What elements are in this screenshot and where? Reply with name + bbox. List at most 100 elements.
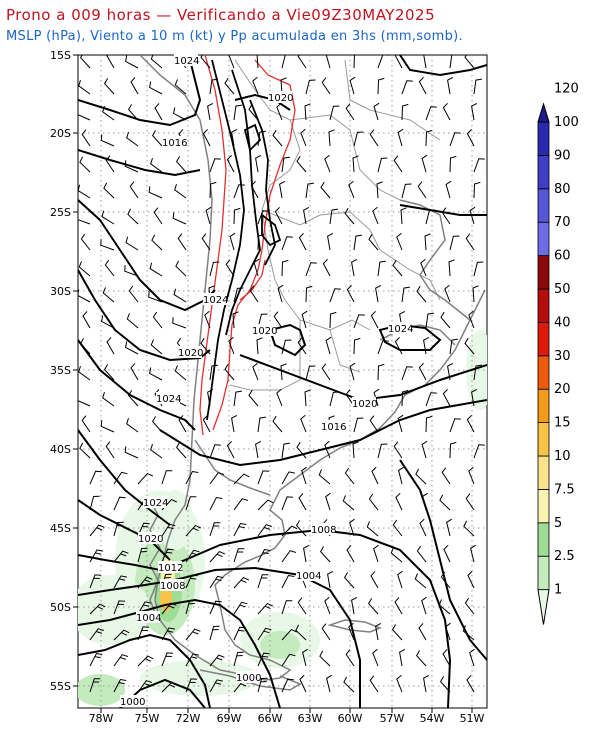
- wind-barb: [421, 154, 428, 173]
- wind-barb: [151, 416, 163, 433]
- wind-barb: [151, 130, 163, 147]
- longitude-labels: 78W 75W 72W 69W 66W 63W 60W 57W 54W 51W: [89, 712, 485, 725]
- wind-barb: [305, 262, 317, 277]
- lat-label: 35S: [50, 364, 71, 377]
- wind-barb: [371, 466, 379, 485]
- colorbar-label: 40: [554, 315, 571, 330]
- wind-barb: [103, 364, 115, 381]
- wind-barb: [185, 599, 196, 615]
- colorbar-label: 50: [554, 282, 571, 297]
- wind-barb: [137, 680, 153, 693]
- colorbar-segment: [537, 522, 550, 557]
- wind-barb: [377, 443, 388, 459]
- wind-barb: [229, 232, 236, 251]
- wind-barb: [301, 310, 308, 329]
- wind-barb: [78, 79, 91, 95]
- wind-barb: [113, 521, 124, 537]
- wind-barb: [79, 55, 91, 69]
- wind-barb: [299, 674, 307, 693]
- wind-barb: [398, 466, 404, 485]
- wind-barb: [101, 210, 115, 225]
- wind-barb: [377, 260, 386, 277]
- wind-barb: [185, 496, 197, 511]
- wind-barb: [209, 600, 222, 615]
- wind-barb: [349, 362, 356, 381]
- wind-barb: [200, 55, 211, 69]
- wind-barb: [346, 284, 355, 303]
- wind-barb: [209, 364, 218, 381]
- wind-barb: [377, 55, 389, 69]
- colorbar-segment: [537, 221, 550, 256]
- isobar-label: 1016: [321, 422, 346, 433]
- wind-barb: [329, 288, 341, 303]
- wind-barb: [130, 363, 139, 381]
- isobar-label: 1024: [203, 295, 228, 306]
- wind-barb: [124, 446, 139, 459]
- wind-barb: [300, 414, 307, 433]
- wind-barb: [366, 521, 379, 537]
- wind-barb: [257, 210, 269, 225]
- wind-barb: [78, 261, 91, 277]
- wind-barb: [345, 649, 355, 667]
- wind-barb: [370, 571, 379, 589]
- wind-barb: [161, 548, 174, 563]
- wind-barb: [185, 549, 200, 563]
- wind-barb: [248, 389, 259, 407]
- wind-barb: [353, 337, 361, 355]
- wind-barb: [304, 389, 311, 407]
- wind-barb: [150, 157, 163, 173]
- wind-barb: [373, 544, 379, 563]
- wind-barb: [468, 310, 475, 329]
- isobar-label: 1020: [252, 326, 277, 337]
- wind-barb: [257, 627, 272, 641]
- wind-barb: [352, 155, 359, 173]
- lon-label: 60W: [338, 712, 363, 725]
- wind-barb: [152, 311, 163, 329]
- isobar-label: 1004: [136, 613, 161, 624]
- wind-barb: [175, 442, 187, 459]
- wind-barb: [416, 545, 427, 563]
- wind-barb: [226, 440, 235, 459]
- wind-barb: [448, 259, 455, 277]
- wind-barb: [319, 650, 331, 667]
- wind-barb: [301, 466, 307, 485]
- wind-barb: [345, 389, 355, 407]
- wind-barb: [472, 285, 479, 303]
- wind-barb: [233, 390, 242, 407]
- wind-barb: [78, 219, 91, 225]
- wind-barb: [449, 418, 461, 433]
- wind-barb: [202, 414, 211, 433]
- wind-barb: [174, 79, 187, 95]
- wind-barb: [449, 441, 457, 459]
- wind-barb: [209, 654, 225, 667]
- colorbar-segment: [537, 488, 550, 524]
- wind-barb: [103, 78, 115, 95]
- wind-barb: [401, 103, 409, 121]
- wind-barb: [127, 104, 139, 121]
- wind-barb: [324, 440, 331, 459]
- wind-barb: [233, 601, 248, 615]
- wind-barb: [150, 55, 163, 69]
- wind-barb: [150, 443, 163, 459]
- wind-barb: [209, 550, 226, 563]
- wind-barb: [442, 388, 451, 407]
- wind-barb: [446, 518, 452, 537]
- wind-barb: [305, 285, 313, 303]
- wind-barb: [81, 129, 91, 147]
- wind-barb: [401, 80, 413, 95]
- wind-barb: [443, 544, 451, 563]
- wind-barb: [297, 597, 307, 615]
- wind-barb: [233, 522, 247, 537]
- isobar-label: 1024: [388, 324, 413, 335]
- wind-barb: [209, 158, 221, 173]
- wind-barb: [353, 417, 364, 433]
- wind-barb: [468, 466, 475, 485]
- wind-barb: [441, 207, 451, 225]
- wind-barb: [101, 315, 115, 329]
- wind-barb: [305, 79, 316, 95]
- lon-label: 78W: [89, 712, 114, 725]
- wind-barb: [154, 103, 163, 121]
- isobar-labels: 1024 1020 1016 1024 1024 1020 1020 1024 …: [120, 54, 413, 708]
- isobar-label: 1024: [156, 394, 181, 405]
- lon-label: 72W: [176, 712, 201, 725]
